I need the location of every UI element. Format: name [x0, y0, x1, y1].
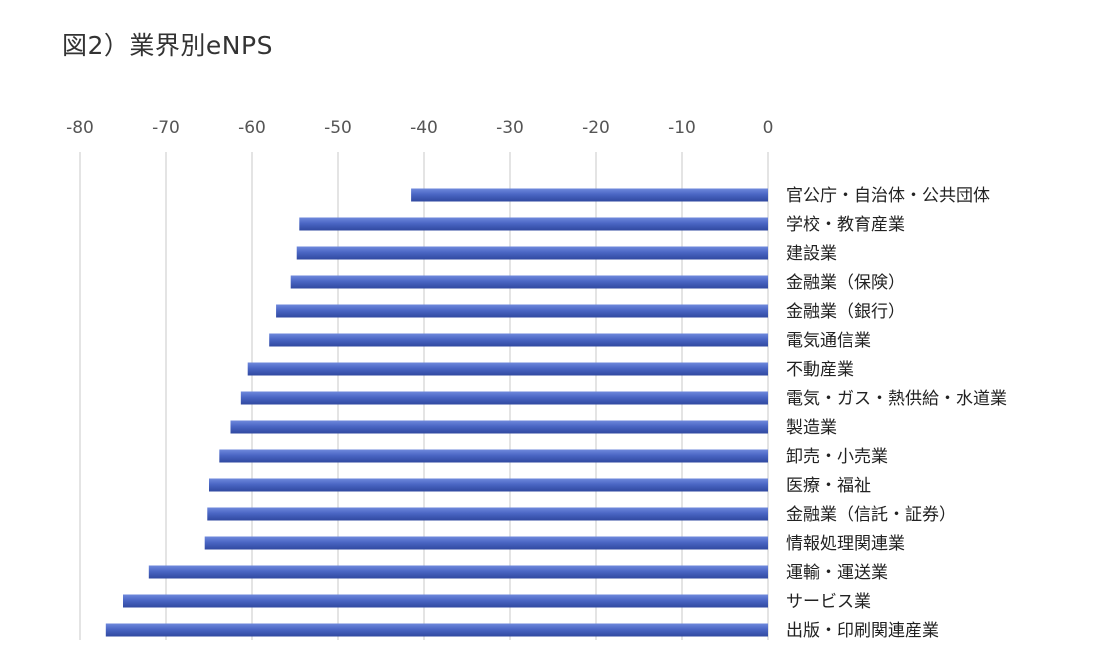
x-tick-label: -60 [238, 118, 266, 138]
category-label: 電気通信業 [786, 331, 871, 351]
x-axis-ticks: -80 -70 -60 -50 -40 -30 -20 -10 0 [66, 118, 773, 138]
bar [290, 275, 768, 289]
category-label: 不動産業 [786, 360, 854, 380]
x-tick-label: 0 [763, 118, 774, 138]
category-label: 金融業（銀行） [786, 302, 905, 322]
x-tick-label: -40 [410, 118, 438, 138]
bar [240, 391, 768, 405]
bar [269, 333, 768, 347]
category-label: 情報処理関連業 [786, 534, 905, 554]
bar [247, 362, 768, 376]
bar [148, 565, 769, 579]
category-label: 卸売・小売業 [786, 447, 888, 467]
bar [207, 507, 768, 521]
x-tick-label: -50 [324, 118, 352, 138]
category-label: 金融業（信託・証券） [786, 505, 956, 525]
category-label: サービス業 [786, 592, 871, 612]
bar [299, 217, 768, 231]
category-label: 電気・ガス・熱供給・水道業 [786, 389, 1007, 409]
bars [105, 188, 769, 637]
bar [230, 420, 768, 434]
category-label: 官公庁・自治体・公共団体 [786, 186, 990, 206]
bar [276, 304, 768, 318]
x-tick-label: -80 [66, 118, 94, 138]
x-tick-label: -30 [496, 118, 524, 138]
category-label: 出版・印刷関連産業 [786, 621, 939, 641]
category-label: 医療・福祉 [786, 476, 871, 496]
category-label: 学校・教育産業 [786, 215, 905, 235]
bar [204, 536, 768, 550]
x-tick-label: -10 [668, 118, 696, 138]
category-label: 金融業（保険） [786, 273, 905, 293]
x-tick-label: -70 [152, 118, 180, 138]
x-tick-label: -20 [582, 118, 610, 138]
category-label: 建設業 [786, 244, 837, 264]
bar [411, 188, 768, 202]
bar [123, 594, 768, 608]
bar [296, 246, 768, 260]
category-label: 運輸・運送業 [786, 563, 888, 583]
bar [219, 449, 768, 463]
category-label: 製造業 [786, 418, 837, 438]
bar [105, 623, 769, 637]
figure-title: 図2）業界別eNPS [62, 31, 273, 60]
bar [209, 478, 768, 492]
